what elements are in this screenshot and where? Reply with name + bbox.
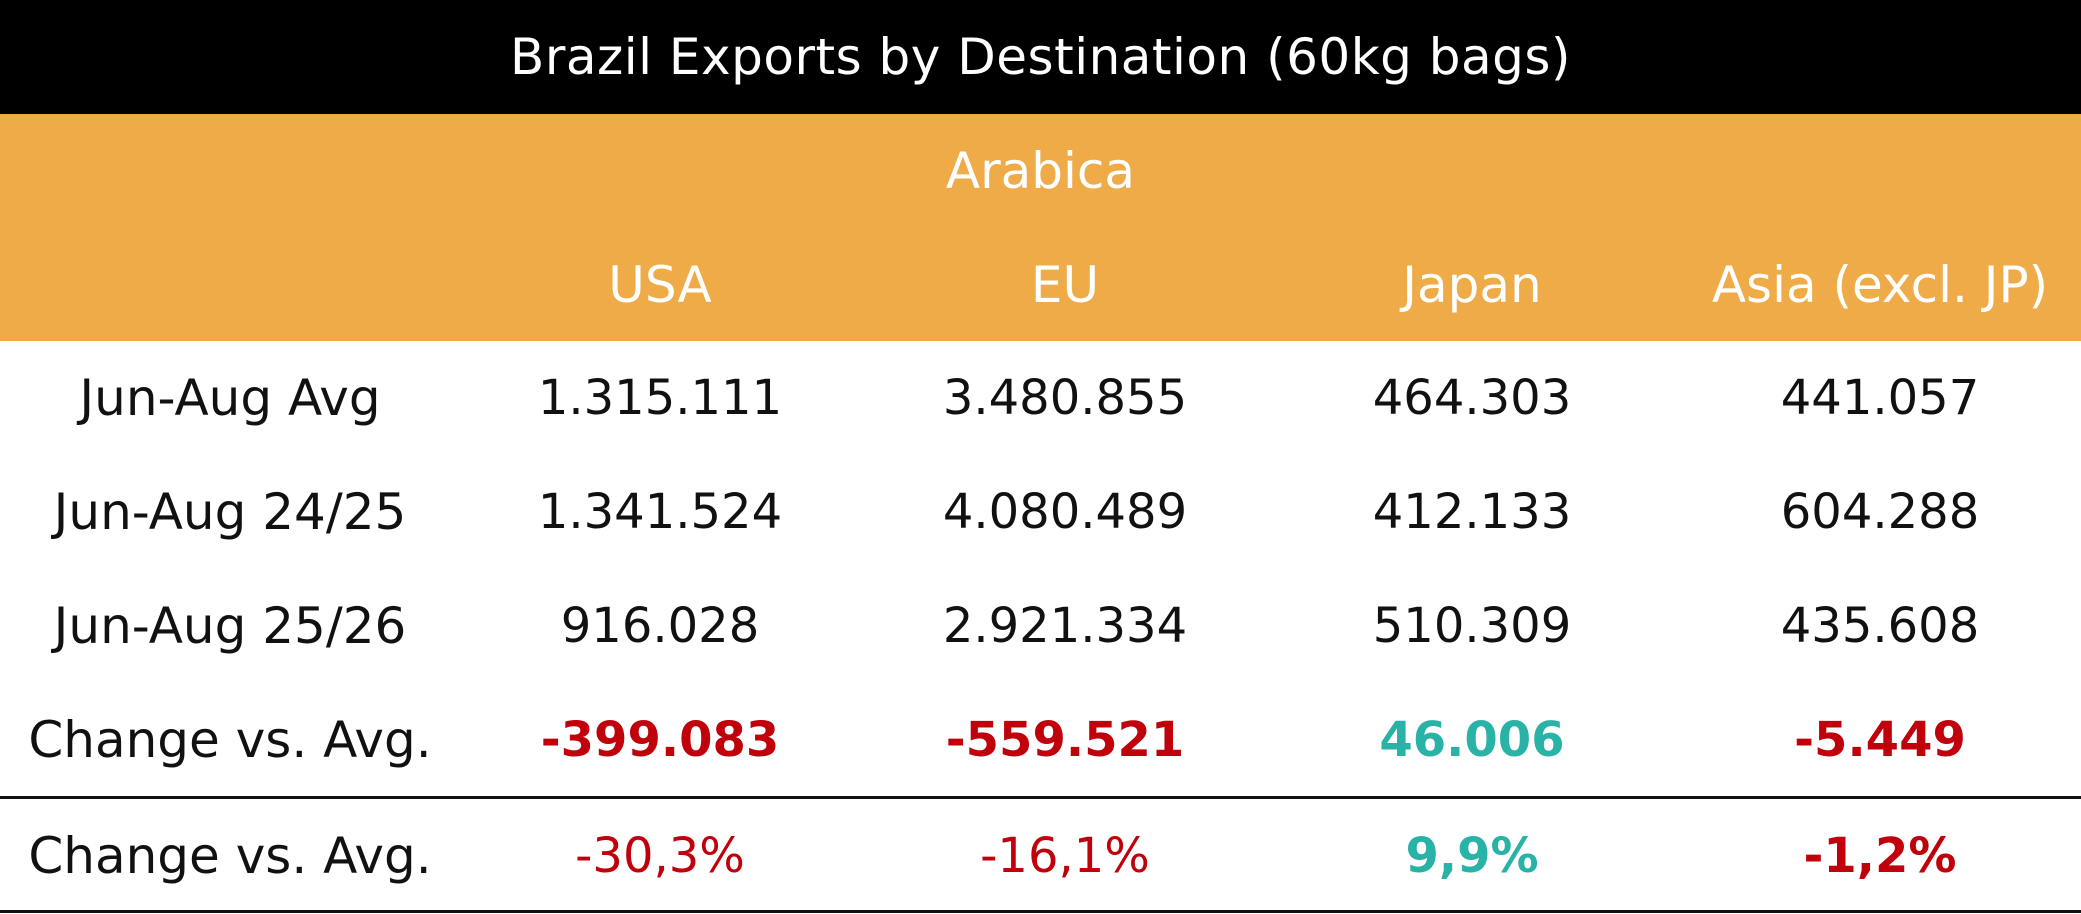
- cell-asia: 604.288: [1780, 484, 1980, 540]
- table-row-jun-aug-avg: Jun-Aug Avg 1.315.111 3.480.855 464.303 …: [0, 341, 2081, 455]
- cell-eu: 2.921.334: [942, 598, 1188, 654]
- cell-usa: -30,3%: [575, 828, 745, 884]
- cell-eu: -16,1%: [980, 828, 1150, 884]
- header-band: Arabica USA EU Japan Asia (excl. JP): [0, 114, 2081, 341]
- cell-japan: 510.309: [1372, 598, 1572, 654]
- row-label: Jun-Aug 24/25: [53, 483, 407, 541]
- column-header-asia: Asia (excl. JP): [1711, 255, 2049, 314]
- group-header-arabica: Arabica: [945, 142, 1136, 200]
- cell-japan: 464.303: [1372, 370, 1572, 426]
- table-row-change-abs: Change vs. Avg. -399.083 -559.521 46.006…: [0, 683, 2081, 797]
- cell-japan: 9,9%: [1405, 828, 1539, 884]
- cell-asia: -1,2%: [1803, 828, 1957, 884]
- cell-asia: 441.057: [1780, 370, 1980, 426]
- column-header-eu: EU: [1030, 255, 1100, 314]
- cell-asia: 435.608: [1780, 598, 1980, 654]
- column-header-usa: USA: [608, 255, 712, 314]
- row-label: Jun-Aug 25/26: [53, 597, 407, 655]
- cell-japan: 412.133: [1372, 484, 1572, 540]
- cell-eu: 3.480.855: [942, 370, 1188, 426]
- cell-usa: 916.028: [560, 598, 760, 654]
- column-header-row: USA EU Japan Asia (excl. JP): [0, 228, 2081, 341]
- table-row-change-pct: Change vs. Avg. -30,3% -16,1% 9,9% -1,2%: [0, 799, 2081, 913]
- row-label: Jun-Aug Avg: [79, 369, 381, 427]
- cell-asia: -5.449: [1794, 712, 1966, 768]
- cell-usa: 1.341.524: [537, 484, 783, 540]
- table-title: Brazil Exports by Destination (60kg bags…: [0, 0, 2081, 114]
- row-label: Change vs. Avg.: [28, 711, 432, 769]
- cell-usa: -399.083: [540, 712, 780, 768]
- table-row-jun-aug-25-26: Jun-Aug 25/26 916.028 2.921.334 510.309 …: [0, 569, 2081, 683]
- table-row-jun-aug-24-25: Jun-Aug 24/25 1.341.524 4.080.489 412.13…: [0, 455, 2081, 569]
- cell-japan: 46.006: [1379, 712, 1565, 768]
- table-bottom-border: [0, 910, 2081, 913]
- cell-eu: -559.521: [945, 712, 1185, 768]
- row-divider: [0, 796, 2081, 799]
- cell-usa: 1.315.111: [537, 370, 783, 426]
- column-header-japan: Japan: [1402, 255, 1542, 314]
- row-label: Change vs. Avg.: [28, 827, 432, 885]
- cell-eu: 4.080.489: [942, 484, 1188, 540]
